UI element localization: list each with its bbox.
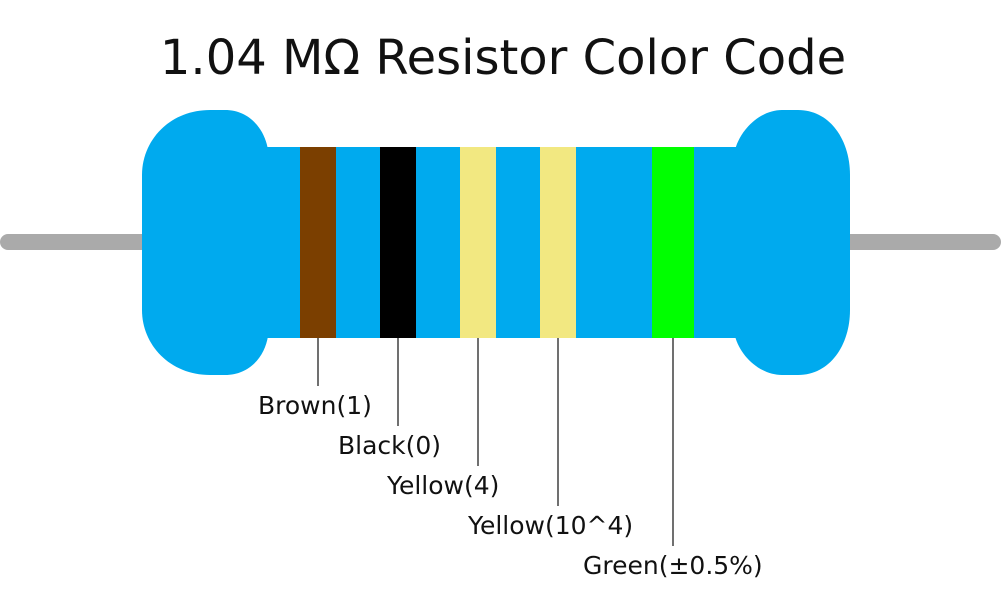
band-label-1: Brown(1) (258, 391, 372, 420)
band-1 (300, 147, 336, 338)
band-label-2: Black(0) (338, 431, 441, 460)
band-label-5: Green(±0.5%) (583, 551, 763, 580)
band-3 (460, 147, 496, 338)
band-label-4: Yellow(10^4) (467, 511, 633, 540)
band-group (300, 147, 694, 338)
band-label-3: Yellow(4) (386, 471, 499, 500)
band-labels: Brown(1) Black(0) Yellow(4) Yellow(10^4)… (258, 391, 763, 580)
leader-lines (317, 338, 674, 546)
band-4 (540, 147, 576, 338)
page-title: 1.04 MΩ Resistor Color Code (159, 30, 847, 86)
left-cap (142, 110, 268, 375)
band-5 (652, 147, 694, 338)
band-2 (380, 147, 416, 338)
right-cap (735, 110, 850, 375)
